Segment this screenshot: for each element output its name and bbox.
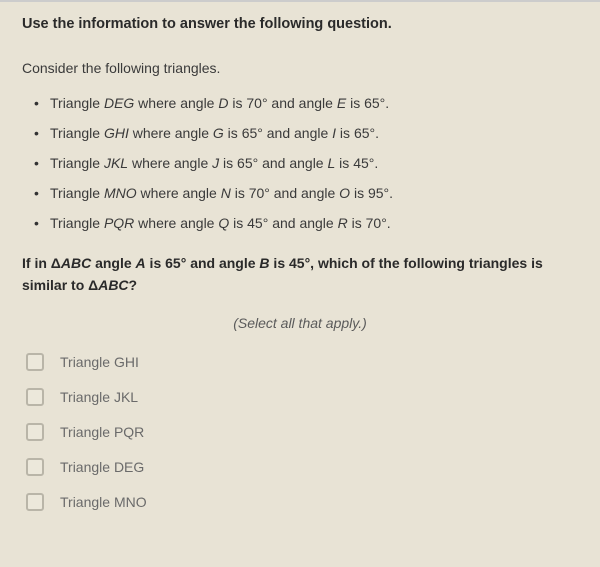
option-label: Triangle DEG: [60, 457, 144, 478]
checkbox-icon[interactable]: [26, 458, 44, 476]
option-label: Triangle JKL: [60, 387, 138, 408]
checkbox-icon[interactable]: [26, 423, 44, 441]
option-label: Triangle MNO: [60, 492, 147, 513]
triangle-item: Triangle MNO where angle N is 70° and an…: [34, 183, 578, 204]
select-hint: (Select all that apply.): [22, 313, 578, 334]
option-ghi[interactable]: Triangle GHI: [26, 352, 578, 373]
options-group: Triangle GHI Triangle JKL Triangle PQR T…: [22, 352, 578, 513]
checkbox-icon[interactable]: [26, 353, 44, 371]
option-deg[interactable]: Triangle DEG: [26, 457, 578, 478]
option-label: Triangle GHI: [60, 352, 139, 373]
triangle-item: Triangle GHI where angle G is 65° and an…: [34, 123, 578, 144]
option-jkl[interactable]: Triangle JKL: [26, 387, 578, 408]
triangle-item: Triangle DEG where angle D is 70° and an…: [34, 93, 578, 114]
checkbox-icon[interactable]: [26, 493, 44, 511]
triangle-list: Triangle DEG where angle D is 70° and an…: [22, 93, 578, 234]
triangle-item: Triangle PQR where angle Q is 45° and an…: [34, 213, 578, 234]
option-label: Triangle PQR: [60, 422, 144, 443]
option-mno[interactable]: Triangle MNO: [26, 492, 578, 513]
instruction-header: Use the information to answer the follow…: [22, 14, 578, 36]
triangle-item: Triangle JKL where angle J is 65° and an…: [34, 153, 578, 174]
option-pqr[interactable]: Triangle PQR: [26, 422, 578, 443]
question-text: If in ΔABC angle A is 65° and angle B is…: [22, 252, 578, 297]
checkbox-icon[interactable]: [26, 388, 44, 406]
intro-text: Consider the following triangles.: [22, 58, 578, 79]
